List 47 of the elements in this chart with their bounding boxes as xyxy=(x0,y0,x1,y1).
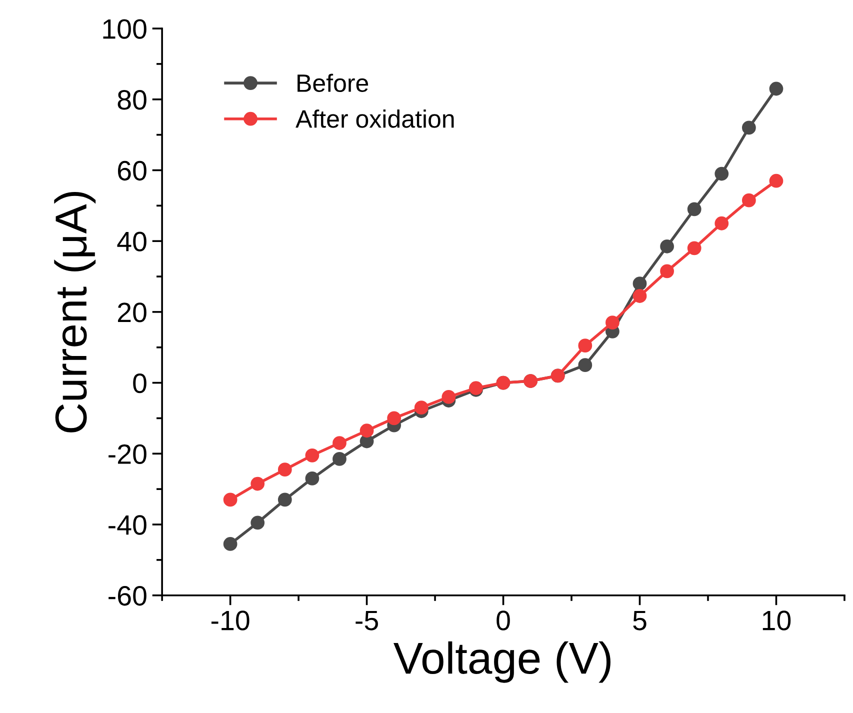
point xyxy=(632,289,647,303)
y-tick-label: -60 xyxy=(108,586,146,606)
point xyxy=(223,537,238,551)
y-tick-label: 80 xyxy=(118,90,146,110)
point xyxy=(606,316,620,330)
point xyxy=(305,448,320,462)
legend-label: Before xyxy=(298,74,368,92)
y-tick-label: 20 xyxy=(118,302,146,322)
point xyxy=(250,476,265,491)
point xyxy=(332,452,346,466)
y-tick-label: 60 xyxy=(118,160,146,181)
point xyxy=(360,424,374,438)
y-tick-label: -40 xyxy=(108,515,146,535)
point xyxy=(660,264,674,278)
point xyxy=(250,516,265,530)
x-tick-label: -5 xyxy=(356,610,378,630)
point xyxy=(387,411,402,426)
point xyxy=(687,241,702,256)
legend-label: After oxidation xyxy=(296,110,454,128)
point xyxy=(578,338,592,353)
point xyxy=(769,174,784,188)
x-tick-label: 0 xyxy=(496,610,510,630)
point xyxy=(578,358,592,372)
point xyxy=(223,492,238,507)
y-tick-label: 40 xyxy=(117,232,146,252)
y-axis-title: Current (μA) xyxy=(54,192,96,432)
point xyxy=(278,462,292,477)
point xyxy=(278,492,292,507)
x-axis-title: Voltage (V) xyxy=(394,641,610,683)
point xyxy=(660,239,674,254)
point xyxy=(632,276,647,291)
point xyxy=(769,82,784,96)
x-tick-label: 5 xyxy=(633,610,646,630)
x-tick-label: -10 xyxy=(211,610,250,630)
point xyxy=(442,390,456,404)
x-tick-label: 10 xyxy=(762,610,791,630)
y-tick-label: 100 xyxy=(103,19,146,39)
point xyxy=(742,193,756,208)
point xyxy=(687,202,702,216)
point xyxy=(305,472,320,486)
point xyxy=(414,400,428,415)
point xyxy=(714,166,729,181)
point xyxy=(332,436,346,450)
y-tick-label: -20 xyxy=(108,444,146,464)
point xyxy=(742,120,756,135)
point xyxy=(714,216,729,230)
y-tick-label: 0 xyxy=(133,373,146,394)
